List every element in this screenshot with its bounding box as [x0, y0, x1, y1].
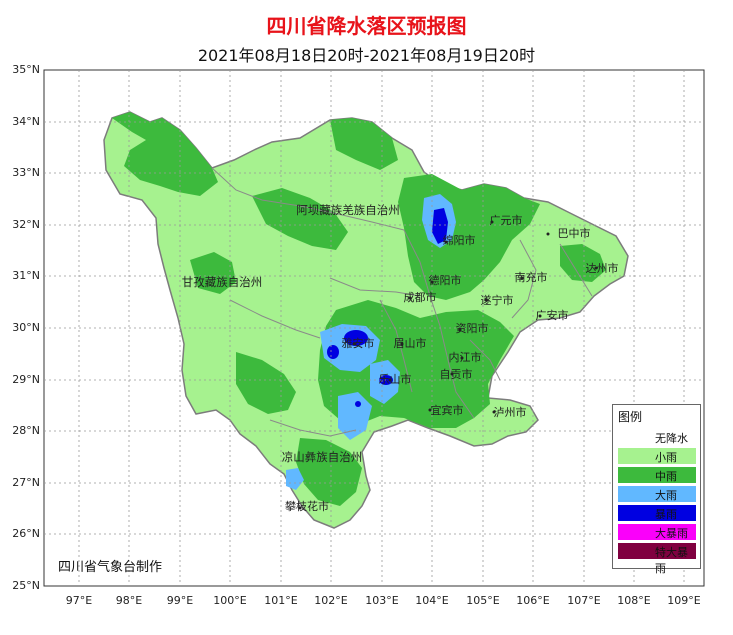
- graticule: [44, 70, 704, 586]
- map-credit: 四川省气象台制作: [58, 560, 163, 575]
- lon-label: 100°E: [213, 594, 247, 607]
- region-label-ganzi: 甘孜藏族自治州: [181, 275, 263, 289]
- legend-label: 中雨: [655, 470, 677, 483]
- legend-swatch: [618, 524, 696, 540]
- city-label-guangan: 广安市: [535, 309, 569, 322]
- map-title: 四川省降水落区预报图: [266, 14, 467, 38]
- city-label-suining: 遂宁市: [480, 294, 514, 307]
- lon-label: 101°E: [264, 594, 298, 607]
- legend-item: 无降水: [618, 429, 696, 445]
- legend-label: 暴雨: [655, 508, 677, 521]
- city-label-guangyuan: 广元市: [489, 214, 523, 227]
- lon-label: 107°E: [567, 594, 601, 607]
- legend-label: 大雨: [655, 489, 677, 502]
- lat-label: 25°N: [12, 579, 40, 592]
- lon-label: 102°E: [314, 594, 348, 607]
- city-label-neijiang: 内江市: [448, 351, 482, 364]
- lat-label: 27°N: [12, 476, 40, 489]
- lat-label: 32°N: [12, 218, 40, 231]
- city-label-panzhihua: 攀枝花市: [285, 500, 329, 513]
- city-label-dazhou: 达州市: [585, 262, 619, 275]
- map-legend: 图例 无降水 小雨 中雨 大雨 暴雨 大暴雨 特大暴雨: [612, 404, 701, 575]
- legend-title: 图例: [618, 410, 643, 424]
- lon-label: 109°E: [667, 594, 701, 607]
- legend-swatch: [618, 448, 696, 464]
- legend-item: 大雨: [618, 486, 696, 502]
- map-subtitle: 2021年08月18日20时-2021年08月19日20时: [197, 46, 536, 65]
- legend-item: 暴雨: [618, 505, 696, 521]
- legend-label: 大暴雨: [655, 527, 688, 540]
- lon-label: 99°E: [166, 594, 194, 607]
- lon-label: 108°E: [617, 594, 651, 607]
- lat-label: 35°N: [12, 63, 40, 76]
- region-label-aba: 阿坝藏族羌族自治州: [296, 203, 400, 217]
- rainstorm-areas: [327, 208, 448, 407]
- city-label-nanchong: 南充市: [514, 271, 548, 284]
- city-label-mianyang: 绵阳市: [442, 234, 476, 247]
- legend-swatch: [618, 543, 696, 559]
- lat-label: 28°N: [12, 424, 40, 437]
- legend-item: 特大暴雨: [618, 543, 696, 575]
- legend-swatch: [618, 467, 696, 483]
- legend-swatch: [618, 486, 696, 502]
- lon-label: 97°E: [65, 594, 93, 607]
- lat-label: 34°N: [12, 115, 40, 128]
- city-label-ziyang: 资阳市: [455, 322, 489, 335]
- lat-label: 29°N: [12, 373, 40, 386]
- lat-label: 30°N: [12, 321, 40, 334]
- legend-item: 中雨: [618, 467, 696, 483]
- city-label-zigong: 自贡市: [439, 368, 473, 381]
- city-label-luzhou: 泸州市: [493, 406, 527, 419]
- city-label-yibin: 宜宾市: [430, 404, 464, 417]
- city-label-yaan: 雅安市: [341, 337, 375, 350]
- legend-label: 小雨: [655, 451, 677, 464]
- lon-label: 98°E: [115, 594, 143, 607]
- prefecture-boundaries: [211, 167, 593, 437]
- region-label-liangshan: 凉山彝族自治州: [281, 450, 363, 464]
- lon-label: 106°E: [516, 594, 550, 607]
- legend-swatch: [618, 505, 696, 521]
- lon-label: 104°E: [415, 594, 449, 607]
- city-markers: [298, 220, 598, 510]
- legend-item: 大暴雨: [618, 524, 696, 540]
- lat-label: 31°N: [12, 269, 40, 282]
- legend-swatch: [618, 429, 696, 445]
- legend-label: 特大暴雨: [655, 546, 688, 575]
- city-label-deyang: 德阳市: [428, 274, 462, 287]
- lat-label: 26°N: [12, 527, 40, 540]
- lon-label: 105°E: [466, 594, 500, 607]
- city-label-chengdu: 成都市: [403, 291, 437, 304]
- city-label-bazhong: 巴中市: [557, 227, 591, 240]
- city-label-meishan: 眉山市: [393, 337, 427, 350]
- legend-item: 小雨: [618, 448, 696, 464]
- lon-label: 103°E: [365, 594, 399, 607]
- city-label-leshan: 乐山市: [378, 373, 412, 386]
- legend-label: 无降水: [655, 432, 688, 445]
- lat-label: 33°N: [12, 166, 40, 179]
